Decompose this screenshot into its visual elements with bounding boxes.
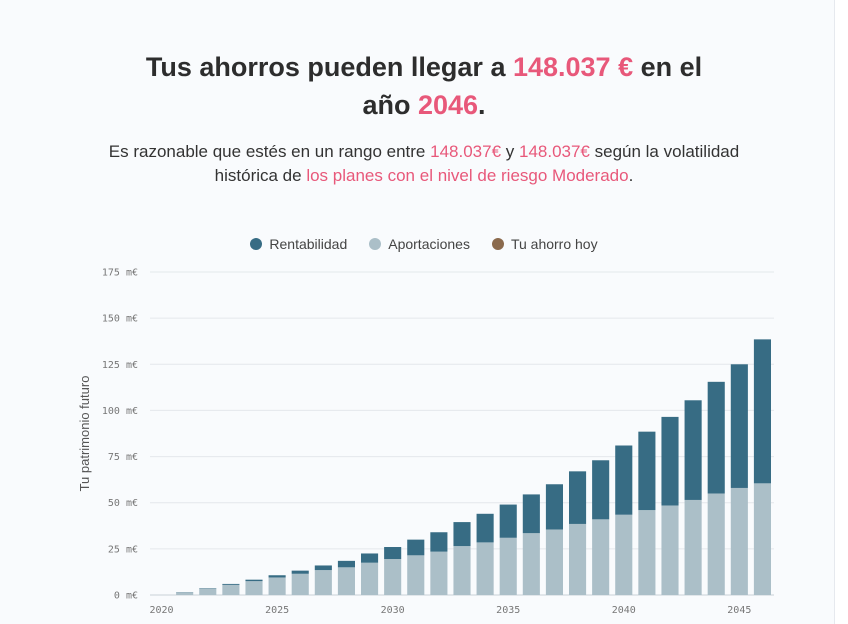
legend-item-ahorro-hoy[interactable]: Tu ahorro hoy xyxy=(491,236,598,252)
bar-rentabilidad xyxy=(245,579,263,582)
headline-text-4: . xyxy=(478,90,486,120)
bar-rentabilidad xyxy=(222,583,240,585)
x-tick-label: 2035 xyxy=(496,605,520,616)
subtitle-high-value: 148.037€ xyxy=(518,142,590,161)
legend-item-rentabilidad[interactable]: Rentabilidad xyxy=(250,236,347,252)
legend-label: Aportaciones xyxy=(388,236,470,252)
page-subtitle: Es razonable que estés en un rango entre… xyxy=(0,140,848,188)
x-tick-label: 2030 xyxy=(381,605,405,616)
bar-aportaciones xyxy=(545,529,563,595)
bar-aportaciones xyxy=(361,562,379,595)
bar-rentabilidad xyxy=(291,570,309,574)
bar-aportaciones xyxy=(753,483,771,595)
bar-aportaciones xyxy=(176,592,194,595)
bar-rentabilidad xyxy=(407,539,425,556)
y-tick-label: 25 m€ xyxy=(108,544,138,555)
x-tick-label: 2020 xyxy=(150,605,174,616)
headline-text-3: año xyxy=(362,90,418,120)
headline-amount: 148.037 € xyxy=(512,52,634,82)
subtitle-text: Es razonable que estés en un rango entre xyxy=(108,142,431,161)
bar-aportaciones xyxy=(661,505,679,595)
x-tick-label: 2040 xyxy=(612,605,636,616)
headline-text: Tus ahorros pueden llegar a xyxy=(145,52,513,82)
bar-rentabilidad xyxy=(753,339,771,484)
bar-rentabilidad xyxy=(730,364,748,488)
risk-level-link[interactable]: los planes con el nivel de riesgo Modera… xyxy=(306,166,629,185)
bar-rentabilidad xyxy=(476,513,494,543)
bar-aportaciones xyxy=(569,523,587,595)
bar-aportaciones xyxy=(499,537,517,595)
bar-aportaciones xyxy=(291,573,309,595)
y-tick-label: 125 m€ xyxy=(102,360,138,371)
bar-aportaciones xyxy=(638,510,656,595)
page-edge xyxy=(834,0,848,624)
legend-dot xyxy=(491,238,504,250)
x-tick-label: 2045 xyxy=(727,605,751,616)
y-tick-label: 50 m€ xyxy=(108,498,138,509)
y-tick-label: 175 m€ xyxy=(102,268,138,279)
headline-year: 2046 xyxy=(417,90,479,120)
bar-aportaciones xyxy=(615,514,633,595)
bar-rentabilidad xyxy=(361,553,379,563)
bar-aportaciones xyxy=(268,577,286,595)
bar-aportaciones xyxy=(222,584,240,595)
bar-rentabilidad xyxy=(337,560,355,568)
bar-rentabilidad xyxy=(384,547,402,560)
subtitle-text-4: histórica de xyxy=(214,166,307,185)
bar-rentabilidad xyxy=(314,565,332,571)
y-tick-label: 100 m€ xyxy=(102,406,138,417)
subtitle-text-2: y xyxy=(501,142,519,161)
bar-rentabilidad xyxy=(707,381,725,494)
y-tick-label: 0 m€ xyxy=(114,591,138,602)
bar-aportaciones xyxy=(453,546,471,595)
subtitle-low-value: 148.037€ xyxy=(430,142,502,161)
bar-rentabilidad xyxy=(615,445,633,515)
chart-legend: Rentabilidad Aportaciones Tu ahorro hoy xyxy=(0,236,848,252)
savings-chart: 0 m€ 25 m€ 50 m€ 75 m€ 100 m€ 125 m€ 150 m€ 175… xyxy=(77,268,774,616)
bar-rentabilidad xyxy=(638,431,656,511)
legend-item-aportaciones[interactable]: Aportaciones xyxy=(369,236,470,252)
bar-aportaciones xyxy=(476,542,494,595)
y-axis-label: Tu patrimonio futuro xyxy=(77,376,92,492)
bar-rentabilidad xyxy=(592,460,610,520)
legend-label: Rentabilidad xyxy=(269,236,348,252)
y-tick-label: 150 m€ xyxy=(102,314,138,325)
bar-aportaciones xyxy=(245,581,263,595)
bar-rentabilidad xyxy=(268,575,286,578)
bar-rentabilidad xyxy=(522,494,540,534)
bar-aportaciones xyxy=(314,570,332,595)
bar-aportaciones xyxy=(684,499,702,595)
legend-label: Tu ahorro hoy xyxy=(510,236,598,252)
bar-aportaciones xyxy=(592,519,610,595)
subtitle-text-5: . xyxy=(628,166,634,185)
bar-rentabilidad xyxy=(499,504,517,538)
headline-text-2: en el xyxy=(633,52,703,82)
bar-aportaciones xyxy=(337,567,355,595)
bar-aportaciones xyxy=(384,559,402,595)
legend-dot xyxy=(250,238,263,250)
bar-rentabilidad xyxy=(545,484,563,530)
subtitle-text-3: según la volatilidad xyxy=(589,142,740,161)
bar-rentabilidad xyxy=(430,532,448,552)
y-tick-label: 75 m€ xyxy=(108,452,138,463)
bar-aportaciones xyxy=(707,493,725,595)
page-headline: Tus ahorros pueden llegar a 148.037 € en… xyxy=(0,48,848,124)
x-tick-label: 2025 xyxy=(265,605,289,616)
bar-rentabilidad xyxy=(453,522,471,547)
bar-aportaciones xyxy=(430,551,448,595)
bar-aportaciones xyxy=(522,533,540,595)
bar-rentabilidad xyxy=(569,471,587,524)
legend-dot xyxy=(369,238,382,250)
bar-rentabilidad xyxy=(661,416,679,506)
bar-aportaciones xyxy=(407,555,425,595)
bar-rentabilidad xyxy=(684,400,702,500)
bar-aportaciones xyxy=(199,588,217,595)
bar-aportaciones xyxy=(730,487,748,595)
